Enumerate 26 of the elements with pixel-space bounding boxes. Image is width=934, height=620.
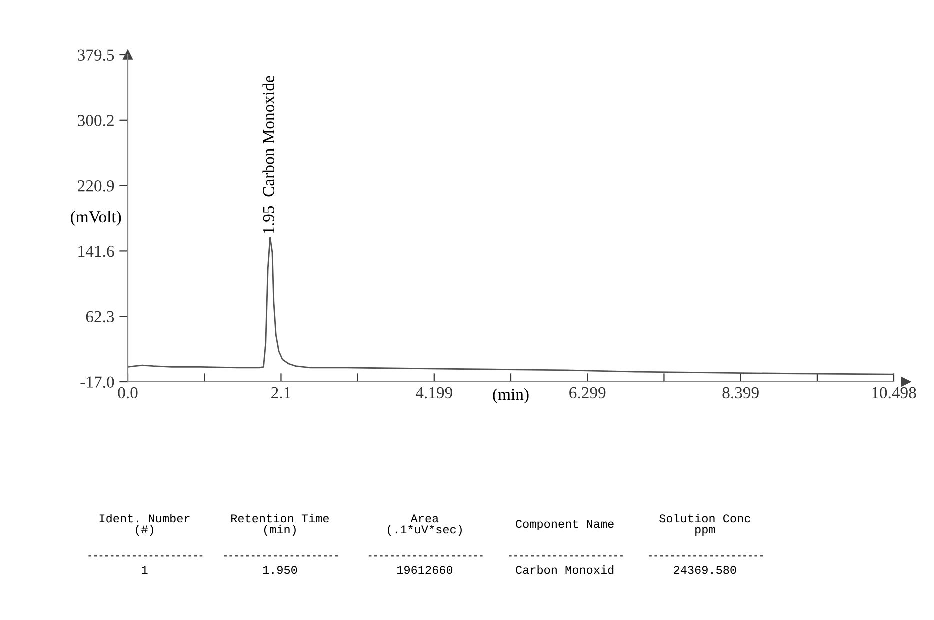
text: 1.950 xyxy=(263,566,298,574)
x-tick-label: 8.399 xyxy=(722,387,759,399)
x-axis-title: (min) xyxy=(493,388,529,404)
y-tick-label: 141.6 xyxy=(78,246,114,258)
text: Component Name xyxy=(516,520,614,531)
x-tick-label: 4.199 xyxy=(416,387,452,399)
text: Ident. Number (#) xyxy=(100,514,190,536)
text: 24369.580 xyxy=(674,566,736,574)
text: Solution Conc ppm xyxy=(660,514,750,536)
text: Retention Time (min) xyxy=(232,514,330,536)
x-tick-label: 2.1 xyxy=(272,387,291,399)
y-tick-label: -17.0 xyxy=(80,376,114,388)
x-tick-label: 6.299 xyxy=(570,387,606,399)
text: 19612660 xyxy=(397,566,453,574)
text: 1 xyxy=(142,566,148,574)
text: Area (.1*uV*sec) xyxy=(388,514,462,536)
text: Carbon Monoxid xyxy=(516,565,614,574)
x-tick-label: 0.0 xyxy=(118,387,138,399)
x-tick-label: 10.498 xyxy=(872,387,916,399)
y-tick-label: 379.5 xyxy=(78,50,114,62)
y-tick-label: 62.3 xyxy=(86,311,114,323)
y-axis-title: (mVolt) xyxy=(71,210,122,226)
annotation: 1.95 Carbon Monoxide xyxy=(262,76,275,234)
y-tick-label: 300.2 xyxy=(78,115,114,126)
y-tick-label: 220.9 xyxy=(78,180,114,192)
line-series xyxy=(128,236,894,376)
